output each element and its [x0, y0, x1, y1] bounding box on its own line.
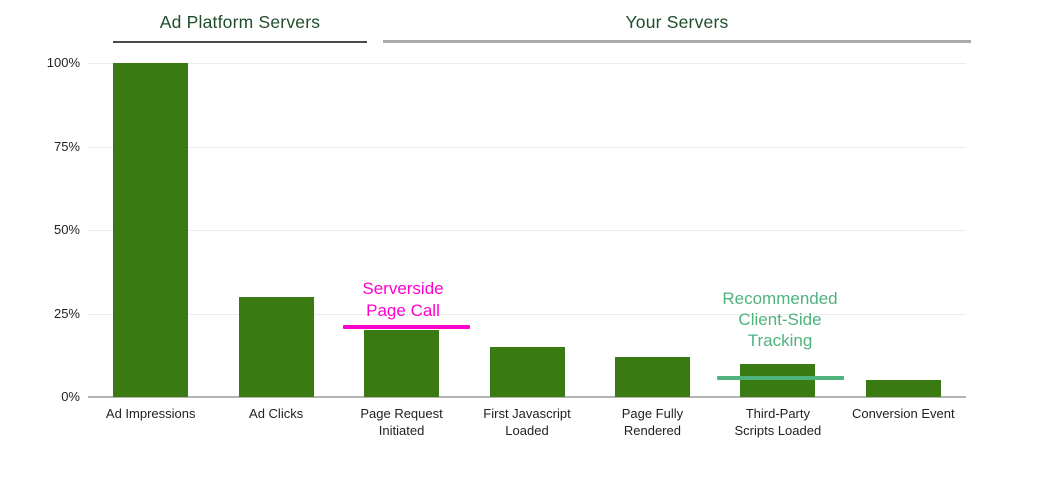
group-header-ad-platform-servers: Ad Platform Servers: [159, 12, 321, 32]
y-axis-tick-label: 25%: [53, 305, 80, 321]
y-axis-tick-label: 100%: [46, 55, 80, 70]
bar-ad-impressions: [113, 63, 189, 397]
annotation-line: Page Call: [366, 301, 440, 320]
gridline-50: [88, 230, 966, 231]
ad-platform-underline: [113, 41, 367, 43]
y-axis-tick-label: 75%: [53, 138, 80, 154]
x-axis-label-line: Ad Clicks: [249, 406, 304, 421]
bar-page-fully-rendered: [614, 356, 690, 397]
gridline-25: [88, 313, 966, 315]
x-axis-category-label: Page Request Initiated: [339, 405, 464, 439]
x-axis-label-line: First Javascript: [483, 406, 571, 421]
bar-page-request-initiated: [364, 330, 440, 397]
x-axis-label-line: Third-Party: [745, 406, 810, 421]
recommended-client-side-tracking-rule: [717, 376, 844, 380]
bar-first-javascript-loaded: [489, 346, 565, 397]
x-axis-baseline: [88, 396, 966, 398]
x-axis-label-line: Page Request: [360, 406, 443, 421]
annotation-serverside-page-call: Serverside Page Call: [293, 278, 513, 322]
annotation-line: Serverside: [362, 279, 444, 298]
gridline-100: [88, 63, 966, 64]
your-servers-underline: [383, 40, 971, 43]
bar-third-party-scripts-loaded: [740, 363, 816, 397]
annotation-line: Client-Side: [738, 310, 822, 329]
x-axis-label-line: Scripts Loaded: [734, 423, 822, 438]
x-axis-label-line: Page Fully: [621, 406, 684, 421]
x-axis-category-label: Ad Impressions: [88, 405, 213, 422]
x-axis-category-label: Conversion Event: [841, 405, 966, 422]
gridline-75: [88, 146, 966, 148]
annotation-line: Recommended: [722, 289, 838, 308]
x-axis-category-label: First Javascript Loaded: [464, 405, 589, 439]
serverside-page-call-rule: [343, 325, 470, 329]
y-axis-tick-label: 0%: [61, 389, 80, 404]
x-axis-category-label: Third-Party Scripts Loaded: [715, 405, 840, 439]
x-axis-label-line: Rendered: [623, 423, 681, 438]
annotation-recommended-client-side-tracking: Recommended Client-Side Tracking: [670, 288, 890, 351]
x-axis-category-label: Page Fully Rendered: [590, 405, 715, 439]
group-header-your-servers: Your Servers: [625, 12, 729, 32]
annotation-line: Tracking: [747, 331, 813, 350]
x-axis-category-label: Ad Clicks: [213, 405, 338, 422]
x-axis-label-line: Loaded: [505, 423, 549, 438]
y-axis-tick-label: 50%: [53, 222, 80, 237]
x-axis-label-line: Conversion Event: [851, 406, 955, 421]
x-axis-label-line: Initiated: [378, 423, 425, 438]
bar-ad-clicks: [238, 296, 314, 397]
bar-conversion-event: [865, 380, 941, 397]
x-axis-label-line: Ad Impressions: [105, 406, 196, 421]
